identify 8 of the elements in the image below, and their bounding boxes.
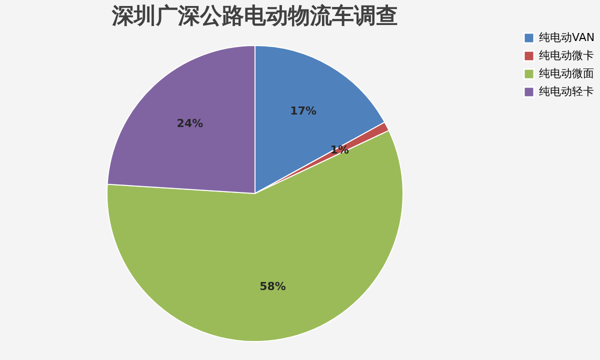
legend-label: 纯电动轻卡 (539, 85, 594, 98)
data-label: 24% (176, 117, 204, 130)
chart-title: 深圳广深公路电动物流车调查 (111, 3, 398, 29)
legend-label: 纯电动VAN (539, 31, 595, 44)
legend-label: 纯电动微卡 (539, 49, 594, 62)
data-label: 17% (290, 104, 317, 118)
data-label: 58% (260, 280, 286, 293)
legend-label: 纯电动微面 (539, 67, 594, 80)
